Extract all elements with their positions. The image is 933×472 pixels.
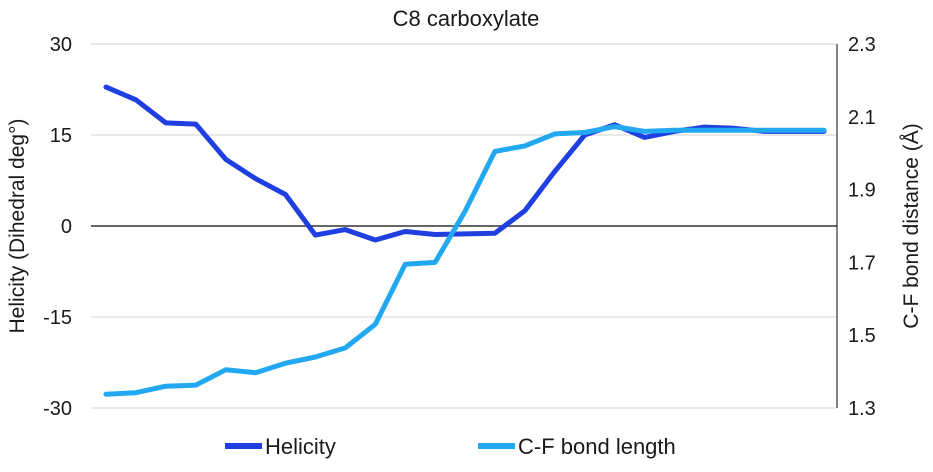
legend: Helicity C-F bond length: [225, 434, 676, 459]
left-y-ticks: 30 15 0 -15 -30: [43, 34, 72, 420]
right-y-ticks: 2.3 2.1 1.9 1.7 1.5 1.3: [848, 34, 876, 420]
right-tick-label: 1.7: [848, 252, 876, 274]
series-group: [103, 84, 827, 397]
left-tick-label: -30: [43, 398, 72, 420]
helicity-line: [103, 84, 827, 243]
cf-bond-length-line: [103, 124, 827, 397]
left-tick-label: -15: [43, 307, 72, 329]
right-tick-label: 1.5: [848, 325, 876, 347]
left-y-axis-label: Helicity (Dihedral deg°): [6, 119, 29, 334]
right-y-axis-label: C-F bond distance (Å): [900, 123, 923, 328]
gridlines: [91, 43, 837, 409]
left-tick-label: 30: [50, 34, 72, 56]
left-tick-label: 0: [61, 216, 72, 238]
legend-label-cf-bond: C-F bond length: [518, 434, 676, 459]
right-tick-label: 2.3: [848, 34, 876, 56]
chart-title: C8 carboxylate: [393, 6, 540, 31]
right-tick-label: 1.3: [848, 398, 876, 420]
right-tick-label: 1.9: [848, 180, 876, 202]
legend-label-helicity: Helicity: [265, 434, 336, 459]
right-tick-label: 2.1: [848, 107, 876, 129]
left-tick-label: 15: [50, 125, 72, 147]
